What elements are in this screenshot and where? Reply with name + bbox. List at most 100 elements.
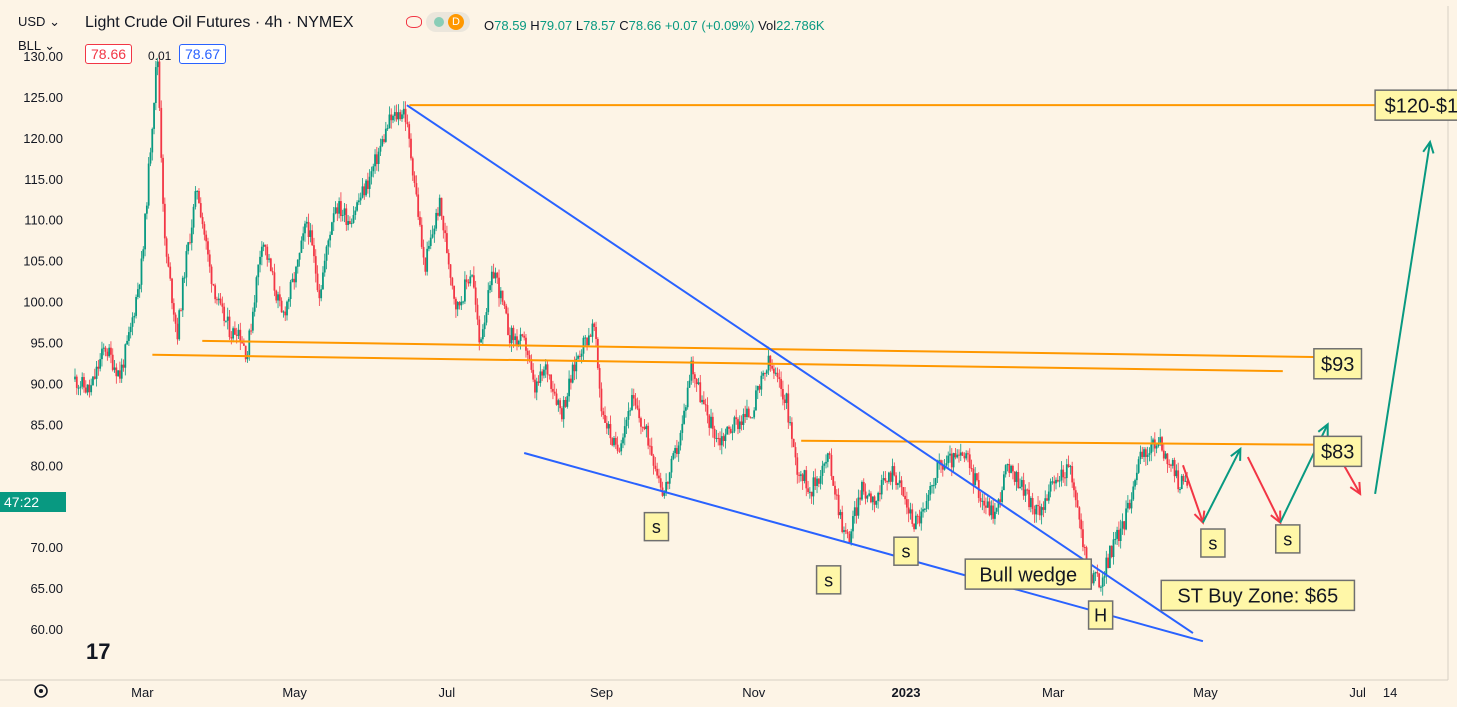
candle-body [728, 426, 730, 429]
candle-body [846, 531, 849, 534]
candle-body [1168, 464, 1171, 466]
candle-body [1094, 572, 1097, 574]
candle-body [893, 466, 896, 476]
candle-body [1074, 490, 1077, 501]
open-label: O [484, 18, 495, 33]
candle-body [855, 507, 858, 516]
arrow-up[interactable] [1374, 141, 1432, 495]
unit-selector[interactable]: BLL ⌄ [18, 38, 55, 54]
y-tick-label: 125.00 [23, 90, 63, 105]
candle-body [629, 410, 632, 412]
candle-body [719, 438, 721, 446]
annotation-label-box[interactable] [1200, 528, 1226, 558]
annotation-label-box[interactable] [1313, 435, 1363, 468]
candle-body [474, 287, 477, 305]
candle-body [810, 491, 813, 497]
ask-price-box[interactable]: 78.67 [179, 44, 227, 64]
candle-body [814, 477, 817, 487]
candle-body [602, 411, 605, 415]
support-line[interactable] [202, 339, 1331, 359]
support-line[interactable] [152, 353, 1283, 373]
candle-body [986, 501, 989, 508]
candle-body [552, 388, 554, 392]
candle-body [783, 399, 786, 404]
candle-body [645, 425, 648, 430]
candle-body [295, 266, 297, 283]
candle-body [526, 350, 529, 356]
candle-body [451, 277, 454, 286]
annotation-label-text: $83 [1321, 442, 1354, 464]
candle-body [891, 466, 894, 482]
arrow-down[interactable] [1246, 456, 1282, 523]
annotation-label-text: H [1094, 606, 1107, 626]
annotation-label-box[interactable] [1274, 524, 1301, 554]
candle-body [625, 419, 628, 427]
currency-selector[interactable]: USD ⌄ [18, 14, 60, 30]
candle-body [546, 364, 549, 375]
candle-body [638, 408, 641, 419]
candle-body [776, 372, 779, 378]
candle-body [794, 447, 797, 458]
candle-body [1058, 480, 1061, 482]
candle-body [819, 476, 822, 484]
x-tick-label: Sep [590, 685, 613, 700]
candle-body [456, 302, 459, 310]
candle-body [162, 157, 164, 204]
support-line[interactable] [801, 439, 1331, 446]
symbol-title[interactable]: Light Crude Oil Futures · 4h · NYMEX [85, 14, 354, 31]
candle-body [690, 360, 693, 381]
candle-body [1100, 586, 1102, 588]
candle-body [634, 398, 637, 406]
candle-body [255, 277, 258, 303]
candle-body [587, 335, 590, 346]
arrow-up[interactable] [1202, 448, 1242, 524]
annotation-label-box[interactable] [1374, 89, 1457, 121]
candle-body [361, 186, 364, 198]
candle-body [738, 421, 741, 430]
annotation-label-box[interactable] [1313, 348, 1363, 380]
candle-body [433, 228, 436, 235]
candle-body [701, 399, 703, 403]
annotation-label-box[interactable] [893, 536, 919, 566]
candle-body [923, 508, 926, 510]
candle-body [90, 385, 93, 393]
candle-body [733, 417, 736, 432]
candle-body [404, 108, 407, 123]
candle-body [870, 493, 872, 503]
annotation-label-text: s [824, 570, 833, 590]
trendline-line[interactable] [406, 104, 1194, 634]
candle-body [564, 400, 567, 407]
annotation-label-box[interactable] [964, 558, 1093, 590]
annotation-label-box[interactable] [1160, 579, 1356, 612]
arrow-down[interactable] [1182, 464, 1204, 523]
volume-value: 22.786K [776, 18, 825, 33]
candle-body [289, 281, 292, 300]
close-value: 78.66 [628, 18, 662, 33]
bid-price-box[interactable]: 78.66 [85, 44, 133, 64]
candle-body [765, 370, 768, 374]
candle-body [932, 485, 935, 487]
candle-body [322, 272, 324, 290]
candle-body [251, 311, 254, 331]
y-tick-label: 90.00 [30, 376, 63, 391]
candle-body [936, 461, 939, 478]
settings-gear-icon[interactable] [34, 684, 48, 698]
candle-body [972, 468, 975, 485]
candle-body [720, 436, 723, 446]
candle-body [478, 319, 481, 343]
candle-body [627, 411, 630, 420]
candle-body [753, 410, 756, 418]
annotation-label-box[interactable] [815, 565, 842, 595]
candle-body [852, 516, 854, 532]
candle-body [771, 365, 774, 369]
candle-body [1010, 465, 1012, 473]
candle-body [938, 460, 941, 462]
annotation-label-box[interactable] [1087, 600, 1114, 630]
candle-body [314, 256, 317, 274]
candle-body [165, 238, 168, 257]
annotation-label-box[interactable] [643, 511, 670, 542]
candle-body [406, 122, 409, 125]
candle-body [787, 393, 790, 423]
eye-toggle-icon[interactable] [406, 16, 422, 28]
